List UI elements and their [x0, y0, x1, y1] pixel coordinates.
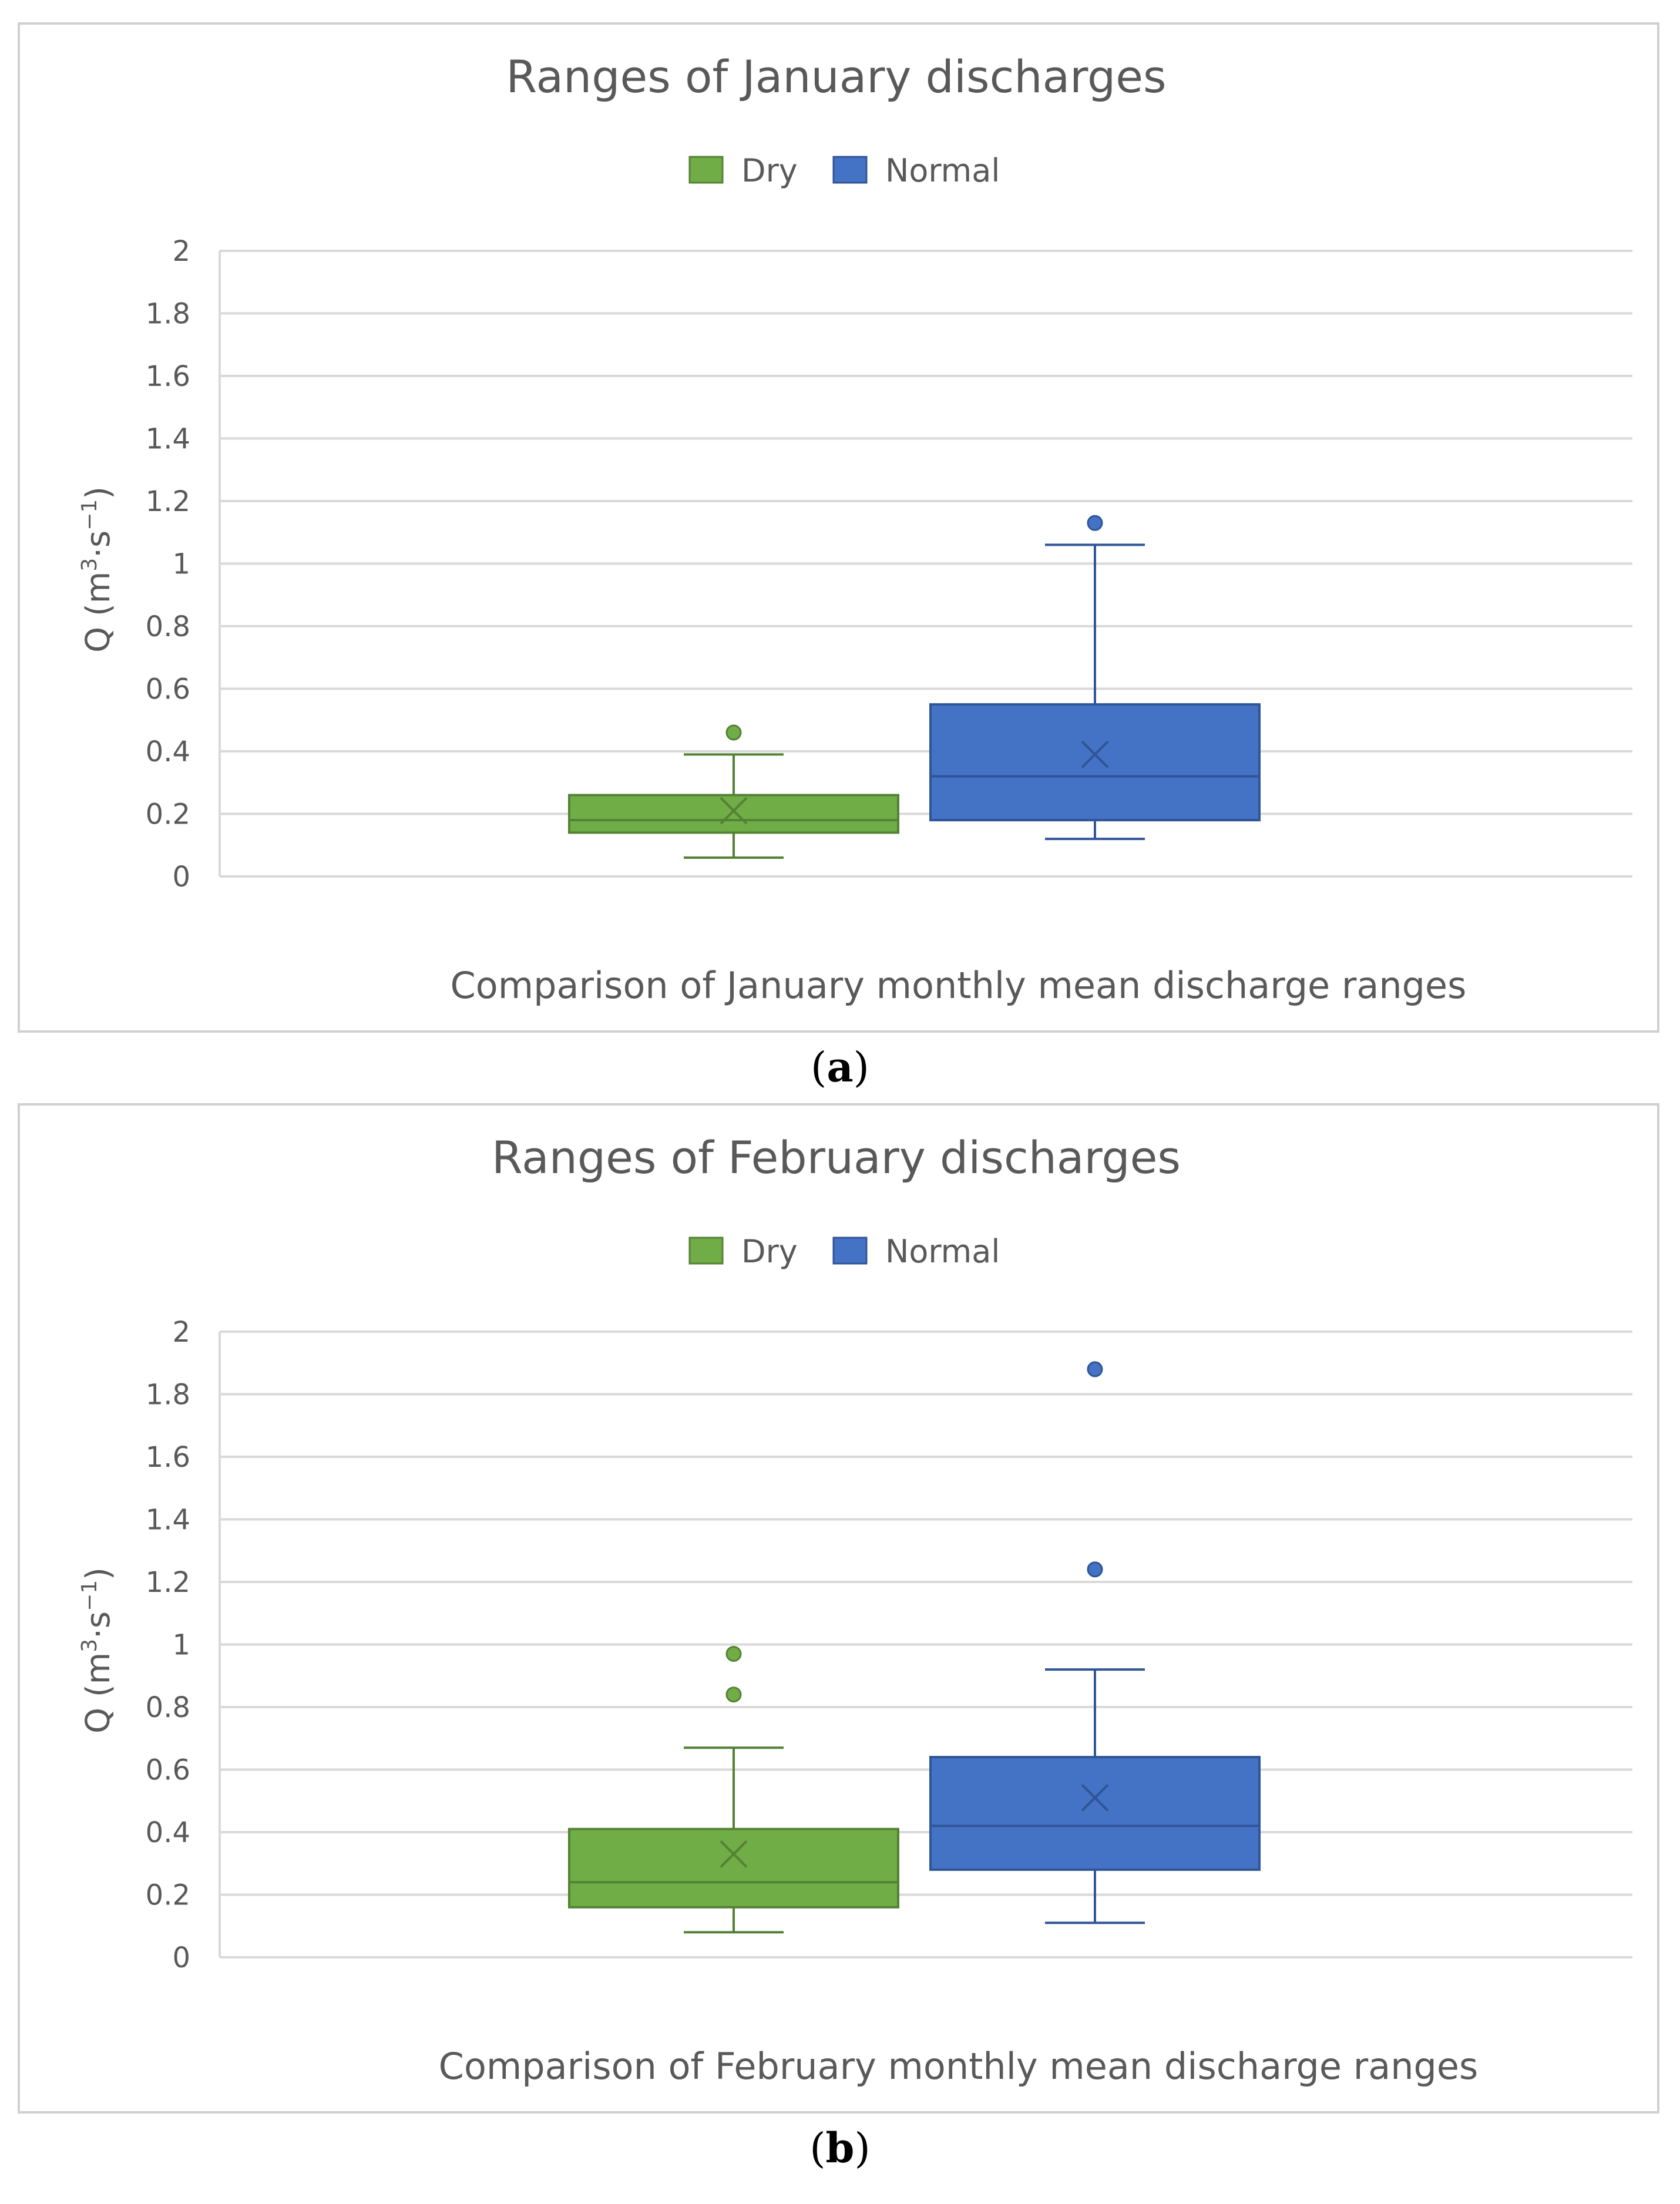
box-dry — [568, 724, 899, 859]
x-axis-label: Comparison of January monthly mean disch… — [451, 964, 1467, 1007]
chart-title: Ranges of February discharges — [492, 1131, 1181, 1184]
legend-label-dry: Dry — [741, 152, 798, 189]
box-normal — [929, 515, 1261, 841]
outlier-point — [725, 1645, 742, 1662]
y-tick-label: 1.4 — [146, 1504, 190, 1537]
january-boxplot: Ranges of January discharges Dry Normal 0 0.… — [78, 51, 1632, 1007]
box-normal — [929, 1361, 1261, 1924]
y-tick-label: 2 — [172, 1316, 190, 1349]
y-tick-label: 0.4 — [146, 1816, 190, 1849]
y-axis-label-superscript: 3 — [78, 1639, 102, 1652]
y-axis-label: Q (m3·s−1) — [78, 486, 117, 653]
y-tick-label: 0.8 — [146, 610, 190, 643]
caption-b-open: ( — [809, 2124, 826, 2172]
caption-b-letter: b — [825, 2124, 855, 2172]
outlier-point — [725, 724, 742, 741]
outlier-point — [725, 1686, 742, 1703]
y-tick-label: 1.6 — [146, 1441, 190, 1474]
y-tick-label: 1.4 — [146, 423, 190, 456]
box-iqr — [568, 794, 899, 834]
y-axis-label: Q (m3·s−1) — [78, 1567, 117, 1733]
y-tick-label: 0.2 — [146, 798, 190, 831]
caption-a-letter: a — [826, 1043, 854, 1091]
y-tick-label: 1 — [172, 1629, 190, 1662]
y-tick-label: 0.6 — [146, 673, 190, 706]
legend-label-dry: Dry — [741, 1233, 798, 1270]
legend-label-normal: Normal — [885, 1233, 1000, 1270]
y-axis-label-superscript: −1 — [78, 1580, 102, 1611]
mean-marker — [720, 797, 748, 825]
y-tick-label: 1.8 — [146, 1379, 190, 1412]
y-axis-label-part: ) — [79, 1567, 117, 1580]
box-iqr — [929, 1756, 1261, 1871]
y-tick-label: 0.4 — [146, 735, 190, 768]
y-tick-label: 1.2 — [146, 1566, 190, 1599]
caption-b-close: ) — [854, 2124, 871, 2172]
box-iqr — [568, 1827, 899, 1909]
chart-panel-january: Ranges of January discharges Dry Normal 0 0.… — [18, 22, 1659, 1033]
y-tick-label: 0.6 — [146, 1754, 190, 1787]
february-boxplot: Ranges of February discharges Dry Normal 0 0… — [78, 1131, 1632, 2088]
y-tick-label: 1.2 — [146, 485, 190, 518]
legend-swatch-normal — [832, 1237, 868, 1265]
outlier-point — [1087, 1561, 1103, 1578]
chart-title: Ranges of January discharges — [506, 51, 1166, 103]
y-tick-label: 2 — [172, 235, 190, 268]
y-axis-label-part: ·s — [79, 530, 117, 558]
legend-swatch-normal — [832, 156, 868, 184]
y-tick-label: 0.8 — [146, 1691, 190, 1724]
legend-swatch-dry — [688, 156, 724, 184]
box-iqr — [929, 703, 1261, 822]
caption-a: (a) — [0, 1043, 1680, 1091]
y-tick-label: 0.2 — [146, 1879, 190, 1912]
legend-swatch-dry — [688, 1237, 724, 1265]
outlier-point — [1087, 1361, 1103, 1378]
x-axis-label: Comparison of February monthly mean disc… — [439, 2045, 1479, 2088]
legend-label-normal: Normal — [885, 152, 1000, 189]
y-axis-label-part: ) — [79, 486, 117, 499]
y-axis-label-part: Q (m — [79, 1652, 117, 1733]
y-axis-label-superscript: 3 — [78, 558, 102, 572]
y-tick-label: 1.8 — [146, 298, 190, 331]
y-tick-label: 1.6 — [146, 360, 190, 393]
outlier-point — [1087, 515, 1103, 531]
caption-a-close: ) — [853, 1043, 869, 1091]
caption-a-open: ( — [811, 1043, 827, 1091]
box-dry — [568, 1645, 899, 1934]
y-tick-label: 1 — [172, 548, 190, 581]
y-tick-label: 0 — [172, 1941, 190, 1974]
chart-panel-february: Ranges of February discharges Dry Normal 0 0… — [18, 1103, 1659, 2114]
mean-marker — [1081, 1784, 1109, 1812]
y-tick-label: 0 — [172, 861, 190, 893]
mean-marker — [720, 1840, 748, 1868]
mean-marker — [1081, 740, 1109, 768]
y-axis-label-part: ·s — [79, 1611, 117, 1639]
y-axis-label-superscript: −1 — [78, 499, 102, 530]
y-axis-label-part: Q (m — [79, 572, 117, 653]
caption-b: (b) — [0, 2124, 1680, 2172]
